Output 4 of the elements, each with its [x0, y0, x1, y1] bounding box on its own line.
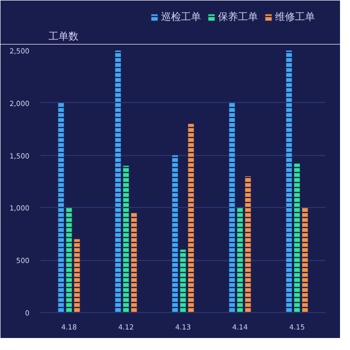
legend-label: 保养工单 [218, 10, 258, 24]
legend-label: 巡检工单 [161, 10, 201, 24]
legend-label: 维修工单 [275, 10, 315, 24]
y-axis-title: 工单数 [48, 30, 78, 42]
